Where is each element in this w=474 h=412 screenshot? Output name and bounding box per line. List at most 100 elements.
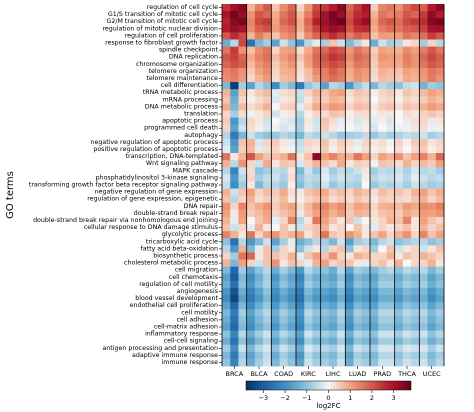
heatmap-cell (419, 238, 428, 246)
heatmap-cell (435, 145, 445, 154)
heatmap-cell (312, 39, 322, 47)
heatmap-cell (328, 224, 338, 232)
heatmap-cell (296, 330, 305, 339)
heatmap-cell (361, 273, 371, 282)
heatmap-cell (361, 82, 371, 90)
heatmap-cell (238, 188, 248, 197)
heatmap-cell (328, 103, 338, 111)
heatmap-cell (222, 32, 231, 40)
heatmap-cell (304, 117, 313, 126)
heatmap-cell (246, 145, 256, 154)
heatmap-cell (222, 280, 231, 289)
heatmap-cell (230, 53, 239, 62)
heatmap-cell (263, 252, 272, 260)
heatmap-cell (427, 11, 437, 19)
heatmap-cell (394, 252, 404, 260)
heatmap-cell (328, 266, 338, 275)
column-label: LIHC (326, 370, 341, 378)
heatmap-cell (370, 316, 379, 324)
heatmap-cell (386, 25, 396, 33)
heatmap-cell (361, 39, 371, 47)
heatmap-cell (279, 46, 289, 55)
heatmap-cell (427, 273, 437, 282)
colorbar-tick-label: −3 (259, 394, 269, 402)
heatmap-cell (361, 295, 371, 303)
column-label: UCEC (423, 370, 441, 378)
heatmap-cell (254, 4, 264, 12)
heatmap-cell (427, 216, 437, 225)
heatmap-cell (312, 231, 322, 239)
heatmap-cell (279, 280, 289, 289)
heatmap-cell (435, 82, 445, 90)
heatmap-cell (353, 82, 363, 90)
heatmap-cell (296, 124, 305, 133)
heatmap-cell (411, 224, 420, 232)
heatmap-cell (312, 67, 322, 76)
heatmap-cell (419, 60, 428, 69)
heatmap-cell (361, 188, 371, 197)
heatmap-cell (345, 316, 354, 324)
heatmap-cell (222, 202, 231, 211)
heatmap-cell (427, 110, 437, 118)
heatmap-cell (353, 124, 363, 133)
heatmap-cell (435, 174, 445, 182)
heatmap-cell (279, 259, 289, 268)
heatmap-cell (222, 181, 231, 189)
heatmap-cell (353, 344, 363, 353)
heatmap-cell (386, 103, 396, 111)
heatmap-cell (402, 89, 412, 97)
heatmap-cell (427, 67, 437, 76)
heatmap-cell (378, 138, 387, 147)
heatmap-cell (411, 358, 420, 367)
heatmap-cell (230, 323, 239, 331)
heatmap-cell (320, 11, 330, 19)
heatmap-cell (222, 224, 231, 232)
heatmap-cell (361, 209, 371, 218)
heatmap-cell (427, 202, 437, 211)
heatmap-cell (337, 153, 346, 161)
heatmap-cell (370, 82, 379, 90)
heatmap-cell (370, 358, 379, 367)
colorbar-tick-label: 2 (370, 394, 374, 402)
heatmap-cell (246, 287, 256, 296)
heatmap-cell (402, 330, 412, 339)
heatmap-cell (287, 351, 297, 360)
heatmap-cell (337, 39, 346, 47)
heatmap-cell (320, 238, 330, 246)
heatmap-cell (394, 131, 404, 140)
heatmap-cell (370, 96, 379, 104)
heatmap-cell (361, 145, 371, 154)
heatmap-cell (271, 18, 280, 26)
heatmap-cell (312, 202, 322, 211)
colorbar-tick-label: −2 (280, 394, 290, 402)
heatmap-cell (353, 110, 363, 118)
heatmap-cell (238, 351, 248, 360)
heatmap-cell (361, 358, 371, 367)
heatmap-cell (345, 266, 354, 275)
heatmap-cell (279, 18, 289, 26)
heatmap-cell (222, 153, 231, 161)
heatmap-cell (402, 25, 412, 33)
heatmap-cell (411, 188, 420, 197)
heatmap-cell (304, 82, 313, 90)
heatmap-cell (411, 110, 420, 118)
heatmap-cell (328, 131, 338, 140)
heatmap-cell (320, 224, 330, 232)
heatmap-cell (230, 224, 239, 232)
heatmap-cell (238, 216, 248, 225)
heatmap-cell (411, 25, 420, 33)
heatmap-cell (254, 138, 264, 147)
heatmap-cell (271, 53, 280, 62)
heatmap-cell (361, 153, 371, 161)
heatmap-cell (386, 117, 396, 126)
heatmap-cell (238, 39, 248, 47)
heatmap-cell (337, 195, 346, 204)
heatmap-cell (378, 245, 387, 253)
heatmap-cell (287, 358, 297, 367)
heatmap-cell (320, 181, 330, 189)
heatmap-cell (304, 46, 313, 55)
heatmap-cell (361, 302, 371, 310)
row-label: biosynthetic process (153, 252, 218, 259)
heatmap-cell (353, 131, 363, 140)
heatmap-cell (337, 181, 346, 189)
